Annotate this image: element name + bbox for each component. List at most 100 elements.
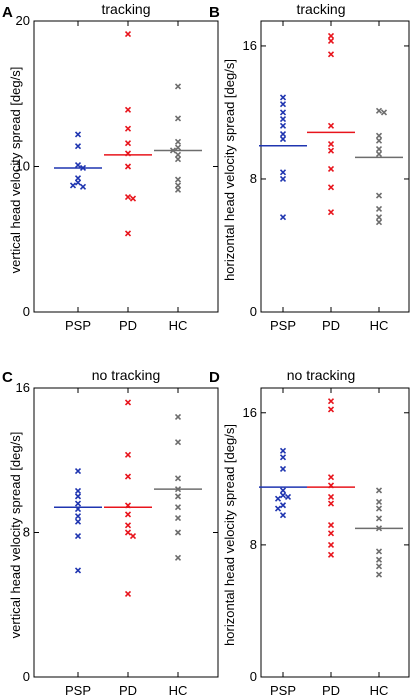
y-tick-label: 0 [23,304,30,319]
data-point-stroke [327,147,335,154]
panel-title: tracking [101,1,150,17]
data-point-stroke [124,125,132,132]
data-point [375,150,383,158]
data-point-stroke [380,109,388,116]
data-point-stroke [279,454,287,461]
data-point-stroke [124,590,132,597]
x-tick-label: PD [322,683,340,698]
y-tick-label: 16 [243,405,257,420]
data-point [124,473,132,480]
data-point [375,219,383,226]
data-point [174,413,182,420]
data-point-stroke [174,186,182,193]
y-axis-label: horizontal head velocity spread [deg/s] [222,424,237,646]
x-tick-label: HC [169,683,188,698]
data-point-stroke [375,571,383,578]
panel-title: tracking [296,1,345,17]
data-point [375,137,383,144]
y-tick-label: 16 [16,380,30,395]
data-point-stroke [327,122,335,129]
data-point-stroke [124,31,132,38]
axis-box [33,20,219,313]
data-point [279,175,287,183]
data-point-stroke [327,398,335,405]
data-point-stroke [279,175,287,183]
data-point [74,493,82,500]
data-point [327,37,335,45]
data-point-stroke [327,32,335,40]
data-point-stroke [279,487,287,494]
data-point-stroke [124,522,132,529]
data-point-stroke [279,135,287,143]
data-point-stroke [375,205,383,212]
data-point [74,179,82,186]
data-point-stroke [174,156,182,163]
data-point [124,140,132,147]
data-point [375,107,383,114]
data-point-stroke [279,502,287,509]
panel-title: no tracking [92,367,160,383]
x-tick-label: PSP [65,318,91,333]
data-point-stroke [279,116,287,123]
panel-letter: B [209,4,220,21]
y-axis-label: horizontal head velocity spread [deg/s] [222,59,237,281]
axis-box [260,387,410,678]
data-point-stroke [279,512,287,519]
data-point [279,169,287,176]
data-point-stroke [279,492,287,499]
data-point-stroke [74,513,82,520]
data-marks [259,398,403,578]
data-point-stroke [327,500,335,507]
x-tick-label: HC [370,318,389,333]
x-tick-label: PD [119,318,137,333]
data-point [124,230,132,237]
data-point-stroke [74,468,82,475]
data-point-stroke [174,115,182,122]
data-point-stroke [74,131,82,138]
data-marks [54,399,202,597]
data-point-stroke [74,533,82,540]
panel-b: B tracking horizontal head velocity spre… [209,1,410,333]
data-point-stroke [327,140,335,148]
data-point-stroke [284,493,292,501]
panel-title: no tracking [287,367,355,383]
data-point [174,554,182,561]
data-point-stroke [327,165,335,173]
data-point [124,125,132,132]
data-point [124,529,132,536]
data-point-stroke [74,500,82,507]
data-point [327,551,335,558]
data-point [327,474,335,481]
data-point-stroke [174,529,182,536]
data-point-stroke [279,109,287,116]
panel-letter: A [2,4,13,21]
data-point [124,399,132,406]
data-point [375,571,383,578]
data-point [279,135,287,143]
y-tick-label: 0 [250,669,257,684]
data-point-stroke [327,522,335,529]
data-point [380,109,388,116]
data-point-stroke [74,487,82,495]
data-point-stroke [174,554,182,561]
data-point [129,195,137,202]
data-point [375,192,383,199]
y-axis-label: vertical head velocity spread [deg/s] [8,67,23,274]
data-point [74,500,82,507]
data-point [279,454,287,461]
y-tick-label: 0 [250,304,257,319]
data-point [174,504,182,511]
data-point [124,106,132,113]
data-point [327,406,335,413]
data-point-stroke [279,131,287,138]
data-point-stroke [124,230,132,237]
data-point-stroke [74,143,82,150]
data-point [124,451,132,458]
data-point [279,94,287,101]
data-point-stroke [174,493,182,500]
data-point-stroke [279,122,287,129]
data-point-stroke [279,465,287,472]
data-point-stroke [375,107,383,114]
data-point-stroke [74,567,82,574]
